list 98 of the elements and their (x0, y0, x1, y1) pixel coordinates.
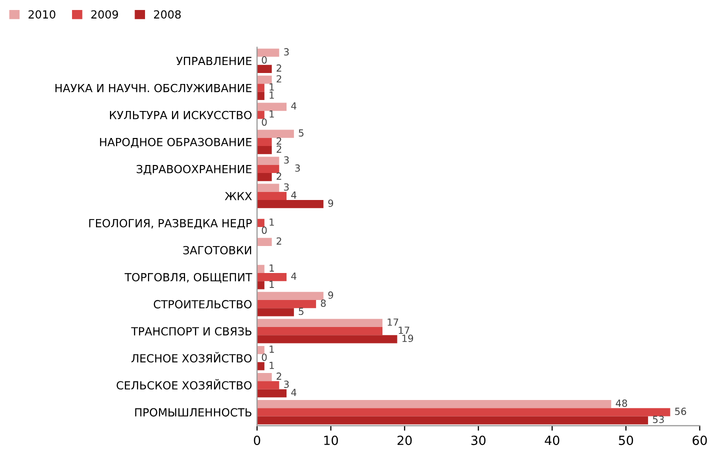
bar (257, 218, 264, 228)
bar (257, 318, 382, 328)
legend-label: 2009 (91, 10, 118, 19)
data-label: 1 (270, 362, 274, 369)
data-label: 1 (270, 110, 274, 118)
bar (257, 238, 272, 246)
bar (257, 184, 280, 192)
bar (257, 156, 280, 165)
y-tick-label: ТРАНСПОРТ И СВЯЗЬ (131, 327, 252, 336)
y-tick-label: ПРОМЫШЛЕННОСТЬ (135, 408, 252, 417)
x-tick-label: 10 (324, 436, 338, 446)
data-label: 5 (298, 308, 304, 315)
data-label: 3 (284, 48, 289, 56)
y-tick-label: КУЛЬТУРА И ИСКУССТВО (110, 110, 252, 120)
bar (257, 372, 272, 382)
y-tick-label: НАРОДНОЕ ОБРАЗОВАНИЕ (100, 138, 252, 148)
bar (257, 346, 264, 354)
bar (257, 408, 670, 416)
data-label: 1 (270, 218, 274, 226)
bar (257, 389, 287, 398)
bar (257, 48, 280, 57)
y-tick-label: НАУКА И НАУЧН. ОБСЛУЖИВАНИЕ (55, 84, 252, 92)
y-tick-label: ЛЕСНОЕ ХОЗЯЙСТВО (131, 352, 252, 363)
y-tick-label: ТОРГОВЛЯ, ОБЩЕПИТ (124, 273, 252, 284)
legend-label: 2010 (28, 10, 56, 19)
data-label: 9 (328, 291, 334, 299)
bar (257, 272, 287, 282)
x-tick-label: 0 (254, 436, 260, 446)
bar (257, 76, 272, 84)
data-label: 17 (388, 318, 398, 326)
data-label: 0 (262, 56, 267, 64)
bar (257, 172, 272, 182)
data-label: 4 (291, 388, 296, 396)
bar (257, 300, 316, 308)
data-label: 56 (675, 408, 686, 416)
bar (257, 192, 287, 200)
y-tick-label: УПРАВЛЕНИЕ (176, 56, 252, 66)
bar (257, 138, 272, 146)
y-tick-label: ЗДРАВООХРАНЕНИЕ (136, 164, 252, 175)
bar (257, 416, 648, 424)
x-tick-label: 30 (471, 436, 486, 446)
data-label: 1 (270, 280, 274, 288)
y-tick-label: СТРОИТЕЛЬСТВО (154, 300, 252, 308)
data-label: 1 (270, 92, 274, 99)
legend-label: 2008 (154, 10, 181, 19)
data-label: 3 (295, 164, 300, 172)
data-label: 5 (298, 129, 304, 137)
data-label: 1 (270, 83, 274, 91)
data-label: 1 (270, 264, 274, 272)
bar (257, 308, 294, 316)
x-tick-label: 20 (398, 436, 412, 446)
y-tick-label: ЖКХ (224, 192, 252, 200)
bar (257, 64, 272, 73)
y-tick-label: ЗАГОТОВКИ (183, 246, 252, 254)
data-label: 9 (328, 200, 334, 207)
bar (257, 84, 264, 92)
bar (257, 130, 294, 138)
bar (257, 110, 264, 119)
bar (257, 146, 272, 154)
data-label: 1 (270, 346, 274, 353)
bar (257, 335, 398, 344)
data-label: 3 (284, 183, 289, 191)
data-label: 2 (276, 75, 282, 82)
data-label: 17 (398, 326, 410, 334)
data-label: 0 (262, 226, 267, 234)
data-label: 3 (284, 156, 289, 164)
data-label: 0 (262, 118, 267, 126)
bar (257, 200, 324, 208)
bar (257, 164, 280, 173)
data-label: 0 (262, 354, 267, 361)
bar (257, 92, 264, 100)
bar (257, 292, 324, 300)
bar (257, 281, 264, 290)
data-label: 2 (276, 237, 282, 245)
data-label: 2 (276, 172, 282, 180)
data-label: 48 (616, 400, 628, 407)
data-label: 2 (276, 137, 282, 145)
data-label: 53 (652, 416, 664, 424)
y-tick-label: СЕЛЬСКОЕ ХОЗЯЙСТВО (116, 379, 252, 390)
x-tick-label: 60 (692, 436, 707, 446)
data-label: 4 (291, 192, 296, 199)
bar (257, 381, 280, 390)
data-label: 4 (291, 272, 296, 280)
bar (257, 400, 612, 408)
data-label: 2 (276, 145, 282, 153)
data-label: 8 (320, 300, 326, 307)
bar (257, 102, 287, 111)
y-tick-label: ГЕОЛОГИЯ, РАЗВЕДКА НЕДР (89, 218, 252, 229)
data-label: 19 (402, 334, 414, 342)
bar (257, 362, 264, 370)
data-label: 2 (276, 64, 282, 72)
bar (257, 327, 382, 336)
x-tick-label: 40 (544, 436, 560, 446)
data-label: 3 (284, 380, 289, 388)
data-label: 4 (291, 102, 296, 110)
data-label: 2 (276, 372, 282, 380)
x-tick-label: 50 (618, 436, 634, 446)
bar (257, 264, 264, 273)
